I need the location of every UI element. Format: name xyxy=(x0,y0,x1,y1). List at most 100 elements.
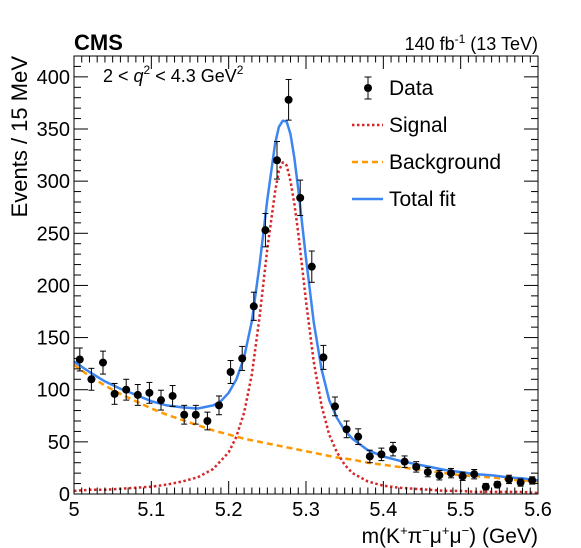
data-point xyxy=(528,476,537,485)
data-point xyxy=(505,474,513,485)
data-point-marker xyxy=(331,402,339,411)
data-point-marker xyxy=(238,354,247,363)
data-point-marker xyxy=(505,475,513,484)
x-tick-label: 5.2 xyxy=(215,499,243,521)
data-point-marker xyxy=(215,401,223,410)
data-point-marker xyxy=(180,410,189,419)
x-tick-label: 5.1 xyxy=(137,499,165,521)
data-point-marker xyxy=(191,410,200,419)
data-point-marker xyxy=(284,95,293,104)
data-point xyxy=(493,480,502,489)
data-point-marker xyxy=(435,471,444,480)
data-point-marker xyxy=(145,388,154,397)
data-point-marker xyxy=(423,468,432,477)
data-point xyxy=(110,382,119,405)
data-point xyxy=(145,381,154,404)
data-point-marker xyxy=(528,476,537,485)
data-point xyxy=(447,467,455,479)
data-point-marker xyxy=(75,355,84,364)
total-fit-curve-group xyxy=(73,119,539,482)
data-point xyxy=(249,291,258,321)
data-point xyxy=(377,447,386,462)
y-tick-label: 350 xyxy=(37,119,70,141)
legend-data-label: Data xyxy=(389,77,434,100)
x-tick-label: 5.6 xyxy=(524,499,552,521)
data-point xyxy=(458,471,467,481)
data-point xyxy=(99,350,107,375)
y-tick-label: 100 xyxy=(37,380,70,402)
data-point xyxy=(75,347,84,372)
data-point xyxy=(226,360,235,384)
data-point-marker xyxy=(516,478,525,487)
experiment-label: CMS xyxy=(74,30,123,55)
data-point xyxy=(261,212,270,248)
data-point-marker xyxy=(400,457,409,466)
data-point xyxy=(273,141,281,180)
data-point-marker xyxy=(447,469,455,478)
data-point xyxy=(215,395,223,416)
legend-background-label: Background xyxy=(389,151,501,174)
data-point xyxy=(168,385,177,407)
legend-item-signal: Signal xyxy=(352,114,447,137)
data-point-marker xyxy=(122,385,131,394)
data-point-marker xyxy=(157,396,165,405)
legend-signal-label: Signal xyxy=(389,114,447,137)
data-point xyxy=(296,179,305,217)
y-tick-label: 0 xyxy=(59,484,70,506)
data-points-group xyxy=(75,78,537,491)
data-point xyxy=(87,367,96,391)
y-tick-label: 250 xyxy=(37,223,70,245)
data-point xyxy=(470,468,479,480)
signal-curve xyxy=(73,161,539,495)
data-point-marker xyxy=(226,367,235,376)
data-point-marker xyxy=(377,450,386,459)
data-point xyxy=(389,441,397,457)
data-point xyxy=(191,404,200,425)
y-axis-label: Events / 15 MeV xyxy=(7,56,32,218)
total-fit-curve xyxy=(73,119,539,482)
data-point xyxy=(133,384,142,406)
data-point xyxy=(423,466,432,478)
y-tick-label: 150 xyxy=(37,328,70,350)
data-point xyxy=(307,250,316,283)
data-point-marker xyxy=(354,432,363,441)
data-point xyxy=(412,461,421,473)
legend-item-background: Background xyxy=(352,151,501,174)
data-point-marker xyxy=(168,391,177,400)
data-point-marker xyxy=(133,390,142,399)
data-point-marker xyxy=(365,452,374,461)
y-tick-label: 200 xyxy=(37,275,70,297)
data-point xyxy=(435,470,444,481)
y-tick-label: 50 xyxy=(48,432,70,454)
data-point xyxy=(481,482,490,491)
y-tick-label: 300 xyxy=(37,171,70,193)
x-tick-label: 5 xyxy=(68,499,79,521)
data-point-marker xyxy=(458,472,467,481)
data-point xyxy=(319,344,328,370)
x-tick-label: 5.3 xyxy=(292,499,320,521)
data-point-marker xyxy=(87,375,96,384)
legend-total-fit-label: Total fit xyxy=(389,188,456,211)
data-point xyxy=(284,78,293,121)
data-point xyxy=(180,404,189,425)
legend-data-marker xyxy=(364,84,372,92)
data-point-marker xyxy=(342,425,351,434)
data-point-marker xyxy=(110,389,119,398)
data-point-marker xyxy=(481,482,490,491)
legend-item-total-fit: Total fit xyxy=(352,188,456,211)
data-point xyxy=(203,411,212,431)
data-point-marker xyxy=(203,417,212,425)
data-point-marker xyxy=(99,358,107,367)
axis-ticks-group: 5 5.1 5.2 5.3 5.4 5.5 5.6 0 50 100 150 200 250 300 350… xyxy=(37,56,552,521)
legend-item-data: Data xyxy=(364,76,434,100)
data-point xyxy=(342,420,351,439)
q2-range-annotation: 2 < q2 < 4.3 GeV2 xyxy=(103,63,244,86)
legend: Data Signal Background Total fit xyxy=(352,76,501,211)
data-point-marker xyxy=(493,480,502,489)
data-point-marker xyxy=(249,302,258,311)
data-point-marker xyxy=(389,445,397,454)
data-point-marker xyxy=(319,353,328,362)
x-tick-label: 5.4 xyxy=(369,499,397,521)
